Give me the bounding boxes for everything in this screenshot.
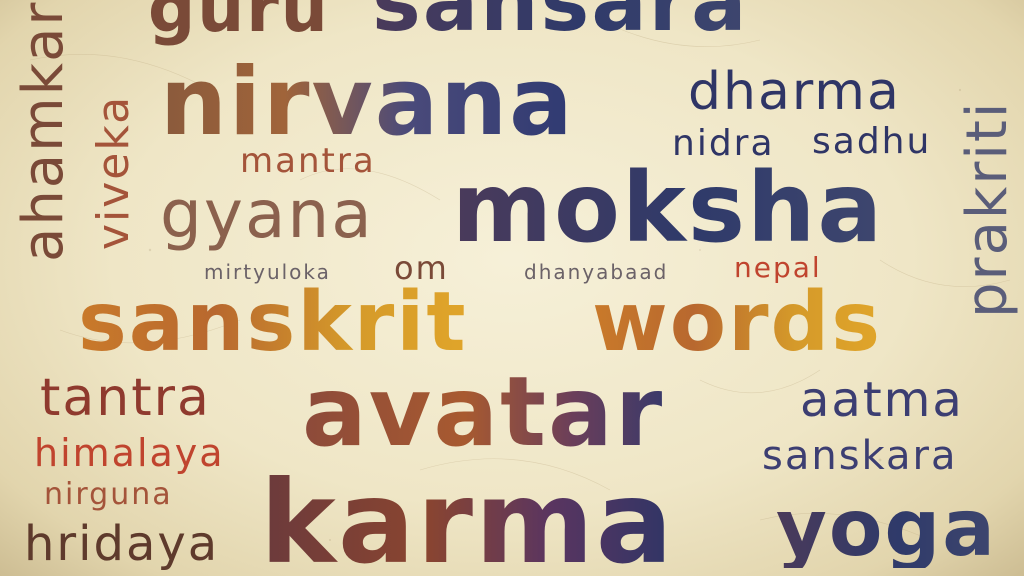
word-himalaya: himalaya [34,431,225,475]
word-viveka: viveka [88,94,139,250]
word-mantra: mantra [240,141,376,181]
word-sanskrit: sanskrit [78,275,468,370]
word-sanskara: sanskara [762,433,958,479]
word-ahamkara: ahamkara [11,0,76,262]
word-nirguna: nirguna [44,477,173,512]
word-aatma: aatma [800,372,964,428]
word-moksha: moksha [452,152,885,264]
word-prakriti: prakriti [955,100,1020,318]
word-nepal: nepal [734,251,822,284]
word-om: om [394,249,449,287]
word-karma: karma [260,466,675,576]
word-tantra: tantra [40,368,211,428]
word-dhanyabaad: dhanyabaad [524,260,669,284]
word-nidra: nidra [672,123,775,164]
word-sadhu: sadhu [812,121,932,162]
word-yoga: yoga [776,484,997,574]
word-guru: guru [148,0,330,47]
word-words: words [592,275,883,370]
word-gyana: gyana [160,176,374,253]
word-mirtyuloka: mirtyuloka [204,260,331,284]
word-dharma: dharma [688,62,901,122]
word-sansara: sansara [372,0,748,44]
word-nirvana: nirvana [160,48,575,157]
word-hridaya: hridaya [24,516,220,572]
word-avatar: avatar [302,356,665,468]
